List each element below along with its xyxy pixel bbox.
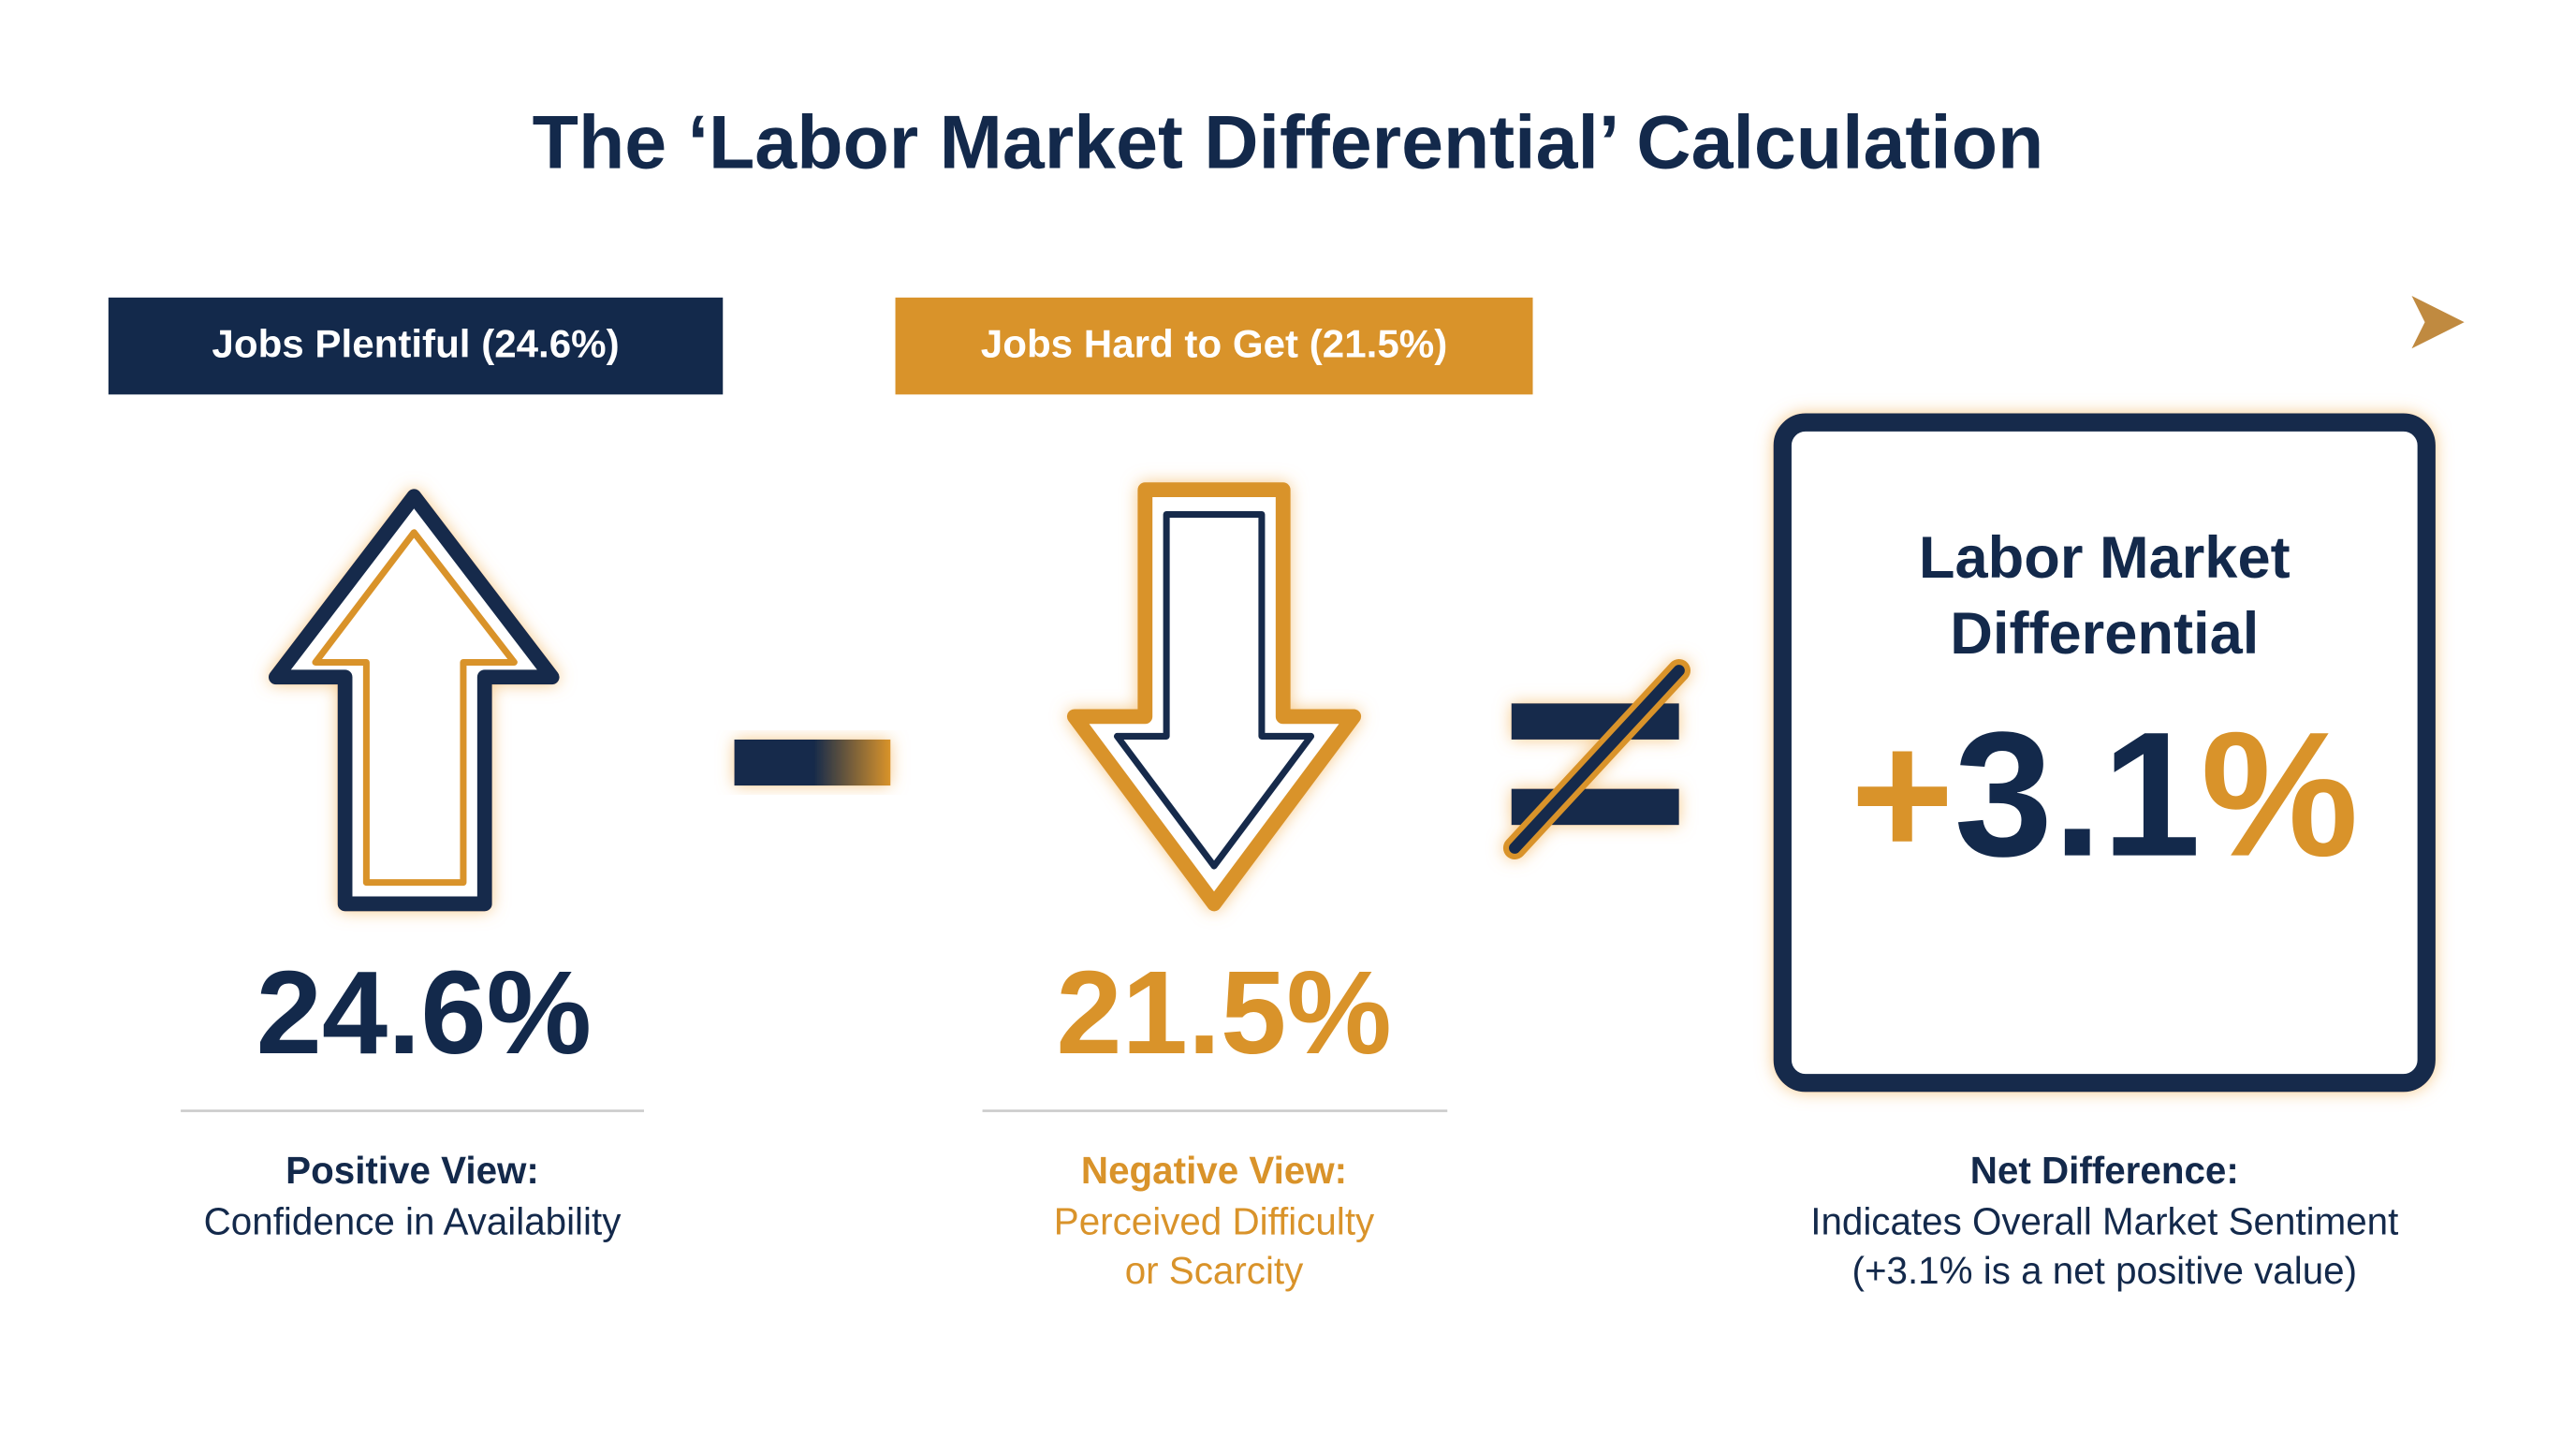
result-title: Differential — [1950, 601, 2259, 667]
label-box — [108, 297, 724, 395]
caption-text: (+3.1% is a net positive value) — [1852, 1249, 2358, 1292]
caption-heading: Net Difference: — [1970, 1149, 2239, 1192]
timeline-arrowhead — [2411, 296, 2465, 349]
result-value: +3.1% — [1851, 696, 2359, 894]
caption-text: or Scarcity — [1125, 1249, 1304, 1292]
caption-text: Perceived Difficulty — [1054, 1199, 1375, 1242]
caption-heading: Negative View: — [1081, 1149, 1347, 1192]
label-box — [895, 297, 1533, 395]
timeline-label: Jobs Hard to Get (21.5%) — [981, 322, 1447, 366]
sign: + — [1851, 696, 1954, 894]
caption-text: Indicates Overall Market Sentiment — [1810, 1199, 2398, 1242]
timeline-label: Jobs Plentiful (24.6%) — [212, 322, 619, 366]
percent: % — [2201, 696, 2359, 894]
number: 3.1 — [1954, 696, 2202, 894]
up-arrow — [268, 489, 560, 912]
negative-value: 21.5% — [1056, 946, 1391, 1078]
caption-heading: Positive View: — [285, 1149, 539, 1192]
result-box — [1773, 413, 2436, 1093]
minus-sign — [734, 739, 891, 786]
down-arrow — [1066, 482, 1362, 912]
title: The ‘Labor Market Differential’ Calculat… — [533, 100, 2044, 184]
result-title: Labor Market — [1919, 525, 2291, 591]
not-equal-sign — [1502, 658, 1690, 860]
caption-text: Confidence in Availability — [204, 1199, 622, 1242]
positive-value: 24.6% — [256, 946, 592, 1078]
